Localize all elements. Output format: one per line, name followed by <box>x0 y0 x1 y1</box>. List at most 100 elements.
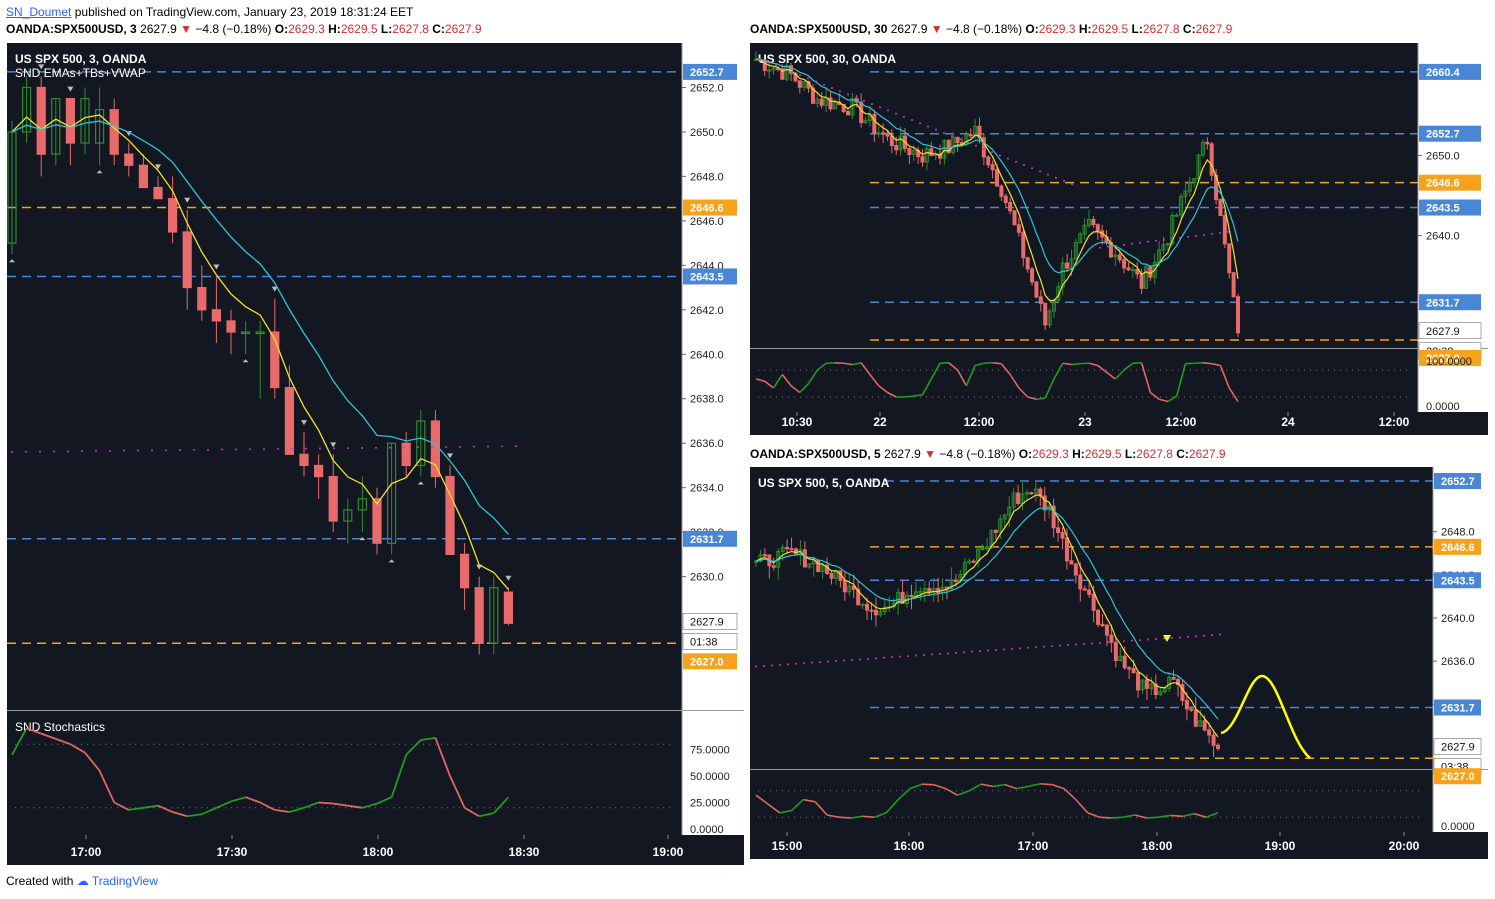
vwap-dot <box>361 446 363 449</box>
price-tick-label: 2630.0 <box>690 572 724 584</box>
tradingview-link[interactable]: TradingView <box>91 874 158 888</box>
candle-body <box>197 286 207 311</box>
stoch-segment <box>420 736 436 741</box>
time-tick-label: 18:00 <box>1142 839 1173 853</box>
candle-body <box>1131 667 1136 674</box>
candle-body <box>1008 202 1013 212</box>
stoch-segment <box>887 391 897 398</box>
stoch-segment <box>921 378 932 396</box>
price-badge <box>683 653 737 670</box>
signal-arrow-icon <box>359 537 366 541</box>
candle-body <box>168 198 178 233</box>
candle-body <box>153 186 163 200</box>
candle-body <box>856 588 861 606</box>
stoch-segment <box>1170 814 1183 818</box>
stoch-segment <box>434 737 451 777</box>
candle-body <box>1216 744 1220 750</box>
tradingview-logo-icon[interactable]: ☁ <box>76 874 89 888</box>
vwap-dot <box>25 450 27 453</box>
candle-body <box>1042 495 1047 511</box>
stoch-segment <box>493 796 510 814</box>
stoch-segment <box>230 796 246 803</box>
low-value: 2627.8 <box>1142 22 1180 36</box>
vwap-dot <box>1011 647 1013 650</box>
price-tick-label: 2650.0 <box>1426 150 1460 162</box>
vwap-dot <box>207 448 209 451</box>
stoch-segment <box>838 816 851 819</box>
candle-body <box>357 498 367 511</box>
stoch-segment <box>1036 397 1046 401</box>
stoch-segment <box>779 809 792 814</box>
time-tick-label: 20:00 <box>1389 839 1420 853</box>
candle-body <box>829 572 834 579</box>
vwap-dot <box>1187 635 1189 638</box>
legend-label: US SPX 500, 30, OANDA <box>758 52 896 66</box>
stoch-segment <box>843 362 853 366</box>
vwap-dot <box>867 657 869 660</box>
vwap-dot <box>1211 232 1213 235</box>
price-badge-label: 2652.7 <box>690 67 724 79</box>
vwap-dot <box>1043 645 1045 648</box>
vwap-dot <box>291 447 293 450</box>
stoch-segment <box>1140 362 1152 393</box>
candle-body <box>820 564 825 573</box>
price-badge <box>1434 699 1481 716</box>
price-tick-label: 2650.0 <box>690 127 724 139</box>
candle-body <box>1189 708 1194 711</box>
candle-body <box>819 98 824 106</box>
stoch-segment <box>1158 398 1169 403</box>
candle-body <box>881 132 886 135</box>
vwap-dot <box>967 141 969 144</box>
vwap-dot <box>1203 233 1205 236</box>
stoch-segment <box>764 380 775 389</box>
candle-body <box>1122 259 1127 269</box>
top-right-candles <box>754 51 1240 403</box>
candle-body <box>825 564 830 574</box>
username-link[interactable]: SN_Doumet <box>6 5 72 19</box>
stoch-segment <box>113 801 130 811</box>
stoch-segment <box>814 801 828 816</box>
stoch-segment <box>1000 363 1011 376</box>
candle-body <box>993 529 998 533</box>
vwap-dot <box>843 659 845 662</box>
stoch-segment <box>289 806 305 813</box>
vwap-dot <box>771 664 773 667</box>
time-tick-label: 12:00 <box>1379 415 1410 429</box>
candle-body <box>999 185 1004 197</box>
time-tick-label: 15:00 <box>772 839 803 853</box>
footer: Created with ☁ TradingView <box>6 874 158 888</box>
price-badge-label: 2631.7 <box>1426 297 1460 309</box>
ema-fast-line <box>755 58 1239 302</box>
candle-body <box>785 546 790 550</box>
stoch-segment <box>216 800 232 809</box>
candle-body <box>873 609 878 616</box>
candle-body <box>971 560 976 563</box>
vwap-dot <box>835 660 837 663</box>
candle-body <box>1165 243 1170 246</box>
candle-body <box>762 554 767 557</box>
stoch-segment <box>1018 387 1029 398</box>
stoch-segment <box>201 806 217 815</box>
stoch-segment <box>1158 814 1171 818</box>
vwap-dot <box>803 662 805 665</box>
high-value: 2629.5 <box>1091 22 1129 36</box>
candle-body <box>1205 141 1210 145</box>
candle-body <box>343 509 353 522</box>
vwap-dot <box>987 649 989 652</box>
signal-arrow-icon <box>242 359 249 363</box>
bottom-right-candles <box>754 480 1311 819</box>
vwap-dot <box>1099 641 1101 644</box>
open-value: 2629.3 <box>1038 22 1076 36</box>
candle-body <box>474 587 484 644</box>
vwap-dot <box>1047 173 1049 176</box>
ema-fast-line <box>755 494 1219 738</box>
price-badge-label: 2643.5 <box>1426 203 1460 215</box>
vwap-dot <box>907 655 909 658</box>
close-value: 2627.9 <box>444 22 482 36</box>
candle-body <box>445 475 455 555</box>
price-badge <box>1419 294 1481 311</box>
candle-body <box>797 80 802 88</box>
stoch-segment <box>1123 362 1134 371</box>
stoch-segment <box>1114 369 1125 380</box>
